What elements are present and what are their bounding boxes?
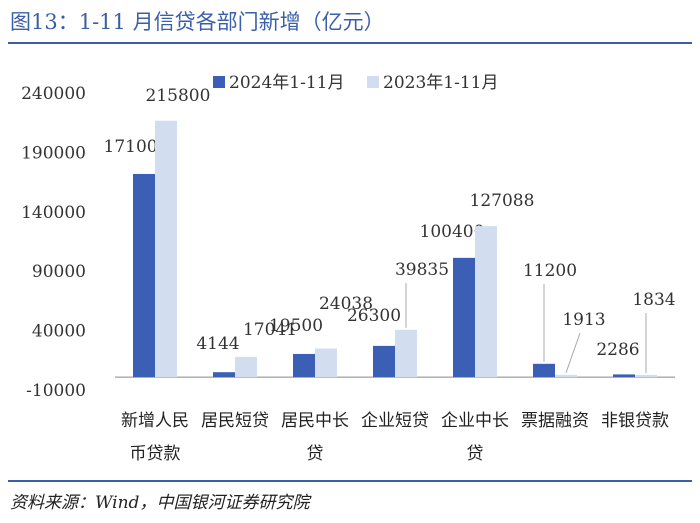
data-label: 19500 [269,316,323,336]
title-divider [8,42,692,44]
x-category-label: 非银贷款 [601,411,669,431]
data-label: 17041 [243,320,297,340]
bar-2023 [235,356,257,378]
x-category-label: 居民中长 [281,411,349,431]
bar-2024 [373,345,395,378]
data-label: 2286 [596,340,639,360]
source-note: 资料来源：Wind，中国银河证券研究院 [10,493,310,513]
bar-2023 [315,348,337,378]
bar-2023 [155,120,177,378]
bar-2023 [555,374,577,378]
y-tick-label: -10000 [26,381,86,401]
legend-label: 2023年1-11月 [383,73,498,93]
x-category-label: 新增人民 [121,411,189,431]
bar-2024 [533,363,555,378]
data-label: 127088 [470,191,535,211]
data-label: 39835 [395,260,449,280]
chart-title: 图13：1-11 月信贷各部门新增（亿元） [10,10,385,34]
x-category-label: 企业中长 [441,411,509,431]
data-label: 26300 [347,306,401,326]
data-label: 24038 [319,294,373,314]
bar-2023 [395,329,417,378]
y-tick-label: 140000 [21,203,86,223]
y-tick-label: 190000 [21,143,86,163]
data-label: 215800 [146,86,211,106]
bar-2023 [475,226,497,378]
y-tick-label: 240000 [21,84,86,104]
data-label: 171000 [104,137,169,157]
x-category-label: 企业短贷 [361,411,429,431]
x-category-label: 票据融资 [521,411,589,431]
x-category-label: 贷 [307,444,324,464]
x-category-label: 贷 [467,444,484,464]
x-category-label: 币贷款 [130,444,181,464]
x-category-label: 居民短贷 [201,411,269,431]
bar-2024 [453,257,475,378]
data-label: 11200 [523,261,577,281]
data-label: 1913 [562,310,605,330]
data-label: 1834 [632,290,675,310]
legend-swatch [367,76,379,88]
legend-swatch [213,76,225,88]
bar-2024 [213,372,235,378]
y-tick-label: 90000 [32,262,86,282]
bar-chart: 240000 190000 140000 90000 40000 -10000 171000… [21,73,676,464]
bar-2024 [293,353,315,378]
footer-divider [8,480,692,482]
data-label: 4144 [196,334,239,354]
y-tick-label: 40000 [32,322,86,342]
bar-2024 [613,374,635,378]
bar-2024 [133,173,155,378]
data-label: 100400 [420,222,485,242]
legend-label: 2024年1-11月 [229,73,344,93]
label-leader-line [565,332,581,374]
bar-2023 [635,374,657,378]
